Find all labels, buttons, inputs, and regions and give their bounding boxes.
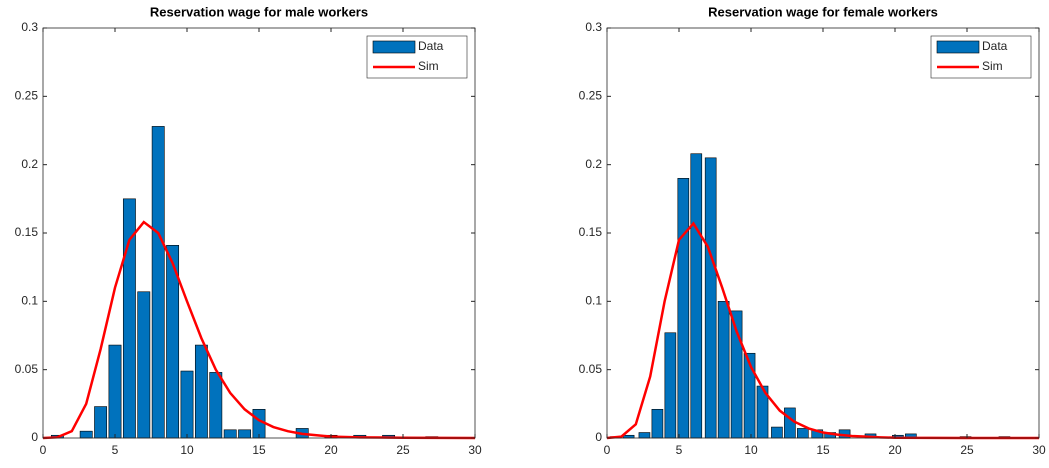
- y-tick-label: 0.15: [15, 225, 39, 239]
- x-tick-label: 20: [888, 443, 902, 457]
- bar: [797, 428, 809, 439]
- bar: [137, 291, 151, 439]
- x-tick-label: 5: [676, 443, 683, 457]
- y-tick-label: 0.15: [579, 225, 603, 239]
- bar: [677, 178, 690, 439]
- bar: [771, 426, 783, 439]
- sim-line: [606, 221, 1039, 440]
- bar: [79, 430, 93, 439]
- bar: [151, 126, 165, 439]
- plot-area: [43, 28, 475, 438]
- x-tick-label: 5: [112, 443, 119, 457]
- chart-title: Reservation wage for male workers: [150, 4, 368, 19]
- x-tick-label: 10: [180, 443, 194, 457]
- x-tick-label: 20: [324, 443, 338, 457]
- bar: [690, 153, 703, 439]
- bar: [238, 429, 252, 439]
- bar: [638, 432, 651, 439]
- legend-label: Data: [982, 39, 1008, 53]
- bar: [209, 372, 223, 439]
- legend-swatch: [372, 40, 416, 54]
- x-tick-label: 0: [604, 443, 611, 457]
- x-tick-label: 0: [40, 443, 47, 457]
- y-tick-label: 0.25: [579, 89, 603, 103]
- x-tick-label: 30: [468, 443, 482, 457]
- x-tick-label: 25: [960, 443, 974, 457]
- y-tick-label: 0.3: [585, 20, 602, 34]
- sim-line: [42, 220, 476, 440]
- bar: [108, 344, 122, 439]
- y-tick-label: 0.05: [15, 362, 39, 376]
- y-tick-label: 0.2: [21, 157, 38, 171]
- y-tick-label: 0: [31, 430, 38, 444]
- bar: [704, 157, 717, 439]
- y-tick-label: 0.3: [21, 20, 38, 34]
- bar: [94, 406, 108, 439]
- y-tick-label: 0.1: [585, 294, 602, 308]
- y-tick-label: 0.25: [15, 89, 39, 103]
- y-tick-label: 0.2: [585, 157, 602, 171]
- legend-label: Sim: [418, 59, 439, 73]
- x-tick-label: 15: [816, 443, 830, 457]
- y-tick-label: 0.1: [21, 294, 38, 308]
- x-tick-label: 10: [744, 443, 758, 457]
- legend-label: Data: [418, 39, 444, 53]
- x-tick-label: 30: [1032, 443, 1046, 457]
- bar: [784, 407, 796, 439]
- bar: [223, 429, 237, 439]
- chart-title: Reservation wage for female workers: [708, 4, 938, 19]
- bar: [194, 344, 208, 439]
- x-tick-label: 25: [396, 443, 410, 457]
- bar: [252, 408, 266, 439]
- bar: [180, 370, 194, 439]
- legend-label: Sim: [982, 59, 1003, 73]
- y-tick-label: 0: [595, 430, 602, 444]
- bar: [622, 434, 635, 439]
- bar: [717, 301, 730, 439]
- y-tick-label: 0.05: [579, 362, 603, 376]
- bar: [664, 332, 677, 439]
- bar: [651, 408, 664, 439]
- legend-swatch: [936, 40, 980, 54]
- x-tick-label: 15: [252, 443, 266, 457]
